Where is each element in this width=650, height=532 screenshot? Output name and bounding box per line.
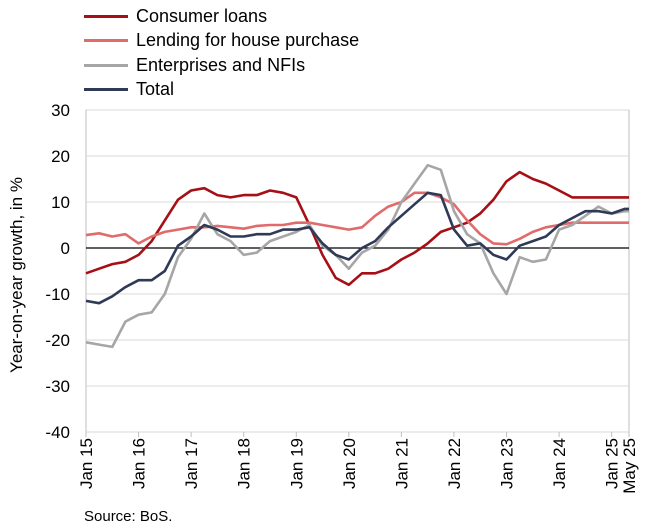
y-tick-labels: 30 20 10 0 -10 -20 -30 -40: [45, 101, 70, 442]
legend-item-total: Total: [84, 78, 359, 103]
source-note: Source: BoS.: [84, 508, 173, 525]
legend-swatch-enterprises: [84, 63, 128, 67]
x-tick-label: Jan 24: [550, 438, 569, 489]
legend-swatch-consumer-loans: [84, 14, 128, 18]
x-tick-label: Jan 22: [445, 438, 464, 489]
x-tick-label: Jan 21: [392, 438, 411, 489]
gridlines: [85, 109, 630, 433]
series-line-lending-for-house-purchase: [85, 191, 629, 246]
legend-label: Lending for house purchase: [136, 30, 360, 51]
legend-swatch-total: [84, 88, 128, 92]
series-line-total: [85, 191, 629, 305]
x-tick-label: Jan 23: [498, 438, 517, 489]
x-tick-labels: Jan 15 Jan 16 Jan 17 Jan 18 Jan 19 Jan 20 Jan …: [77, 432, 639, 494]
y-tick-label: -30: [45, 377, 70, 396]
y-tick-label: -40: [45, 423, 70, 442]
legend-label: Consumer loans: [136, 5, 268, 26]
legend-swatch-lending-house: [84, 39, 128, 43]
series-line-enterprises-and-nfis: [85, 163, 629, 349]
legend-item-enterprises: Enterprises and NFIs: [84, 53, 359, 78]
legend-item-consumer-loans: Consumer loans: [84, 4, 359, 29]
y-axis-label: Year-on-year growth, in %: [7, 177, 26, 373]
legend-label: Total: [136, 79, 175, 100]
x-tick-label: Jan 15: [77, 438, 96, 489]
series-line-consumer-loans: [85, 170, 629, 287]
legend: Consumer loans Lending for house purchas…: [84, 4, 359, 102]
y-tick-label: -10: [45, 285, 70, 304]
y-tick-label: 0: [61, 239, 70, 258]
y-tick-label: 30: [51, 101, 70, 120]
x-tick-label: Jan 20: [340, 438, 359, 489]
y-tick-label: 10: [51, 193, 70, 212]
x-tick-label: Jan 18: [235, 438, 254, 489]
legend-label: Enterprises and NFIs: [136, 54, 306, 75]
legend-item-lending-house: Lending for house purchase: [84, 29, 359, 54]
x-tick-label: Jan 16: [130, 438, 149, 489]
x-tick-label: Jan 19: [287, 438, 306, 489]
plot-frame: [85, 109, 630, 433]
x-tick-label: May 25: [620, 438, 639, 494]
y-tick-label: -20: [45, 331, 70, 350]
series-lines: [85, 163, 629, 349]
x-tick-label: Jan 17: [182, 438, 201, 489]
y-tick-label: 20: [51, 147, 70, 166]
x-tick-label: Jan 25: [603, 438, 622, 489]
